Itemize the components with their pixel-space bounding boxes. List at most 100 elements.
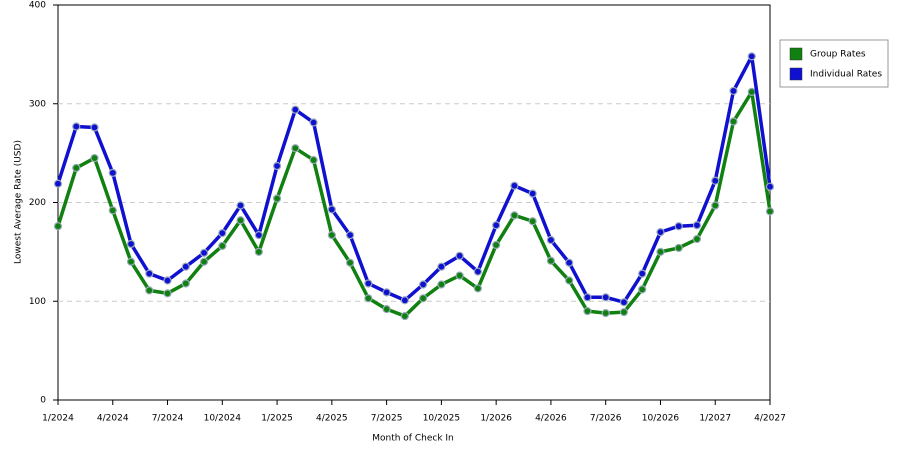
series-line — [56, 54, 772, 304]
legend-label: Group Rates — [810, 50, 866, 60]
data-point — [364, 279, 373, 288]
legend-swatch — [789, 47, 803, 61]
x-tick-label: 4/2026 — [535, 414, 567, 424]
data-point — [419, 294, 428, 303]
x-tick-label: 4/2024 — [97, 414, 129, 424]
data-point — [108, 206, 117, 215]
x-tick-label: 10/2025 — [423, 414, 460, 424]
data-point — [473, 284, 482, 293]
data-point — [327, 230, 336, 240]
data-point — [711, 176, 720, 185]
data-point — [565, 258, 574, 267]
data-point — [382, 288, 391, 297]
data-point — [90, 123, 99, 132]
data-point — [747, 52, 756, 61]
data-point — [181, 262, 190, 271]
data-point — [309, 155, 318, 165]
legend-swatch — [789, 67, 803, 81]
data-point — [510, 181, 519, 190]
x-tick-label: 7/2026 — [590, 414, 622, 424]
data-point — [309, 118, 318, 127]
data-point — [765, 182, 775, 191]
data-point — [765, 207, 775, 216]
data-point — [145, 269, 154, 278]
data-point — [53, 179, 63, 188]
y-tick-label: 400 — [29, 1, 46, 11]
x-tick-label: 4/2027 — [754, 414, 786, 424]
data-point — [382, 305, 391, 314]
data-point — [437, 280, 446, 289]
data-point — [272, 194, 282, 203]
data-point — [400, 311, 409, 321]
x-tick-label: 1/2026 — [480, 414, 512, 424]
data-point — [656, 228, 665, 237]
data-point — [729, 117, 738, 126]
data-point — [692, 221, 702, 230]
data-point — [437, 262, 446, 271]
data-point — [674, 222, 683, 231]
data-point — [711, 201, 720, 210]
data-point — [163, 289, 172, 298]
data-point — [346, 230, 355, 240]
data-point — [108, 168, 117, 177]
x-tick-label: 4/2025 — [316, 414, 348, 424]
data-point — [692, 234, 702, 244]
data-point — [199, 248, 209, 257]
data-point — [492, 221, 501, 230]
data-point — [601, 309, 610, 318]
x-tick-label: 10/2026 — [642, 414, 680, 424]
data-point — [473, 267, 482, 276]
x-tick-label: 7/2024 — [152, 414, 184, 424]
data-point — [565, 276, 574, 285]
y-tick-label: 200 — [29, 198, 46, 208]
data-point — [291, 144, 300, 153]
y-tick-label: 300 — [29, 99, 46, 109]
data-point — [546, 235, 556, 245]
data-point — [419, 280, 428, 289]
data-point — [53, 222, 63, 231]
data-point — [346, 258, 355, 267]
y-tick-label: 100 — [29, 297, 46, 307]
data-point — [583, 293, 592, 302]
data-point — [254, 247, 263, 256]
data-point — [455, 271, 464, 280]
data-point — [72, 122, 81, 131]
data-point — [528, 217, 537, 226]
data-point — [163, 276, 172, 285]
x-tick-label: 1/2024 — [42, 414, 74, 424]
data-point — [218, 241, 227, 251]
data-point — [291, 105, 300, 114]
data-point — [236, 216, 245, 225]
data-point — [674, 243, 683, 253]
data-point — [619, 298, 629, 307]
x-tick-label: 1/2025 — [261, 414, 293, 424]
data-point — [218, 229, 227, 238]
data-point — [656, 247, 665, 256]
data-point — [601, 293, 610, 302]
data-point — [455, 251, 464, 260]
data-point — [72, 163, 81, 173]
legend-label: Individual Rates — [810, 70, 882, 80]
x-tick-label: 10/2024 — [204, 414, 242, 424]
data-point — [528, 189, 537, 198]
data-point — [546, 256, 556, 265]
data-point — [510, 211, 519, 220]
data-point — [236, 201, 245, 210]
series-line — [56, 90, 772, 318]
data-point — [492, 240, 501, 250]
data-point — [364, 294, 373, 303]
y-tick-label: 0 — [40, 396, 46, 406]
x-tick-label: 1/2027 — [699, 414, 731, 424]
y-axis-label: Lowest Average Rate (USD) — [14, 140, 24, 264]
data-point — [638, 285, 647, 294]
data-point — [619, 308, 629, 317]
data-point — [145, 286, 154, 295]
data-point — [327, 205, 336, 214]
data-point — [583, 307, 592, 316]
data-point — [199, 257, 209, 266]
x-tick-label: 7/2025 — [371, 414, 403, 424]
data-point — [181, 279, 190, 288]
data-point — [747, 87, 756, 97]
data-point — [126, 257, 136, 266]
